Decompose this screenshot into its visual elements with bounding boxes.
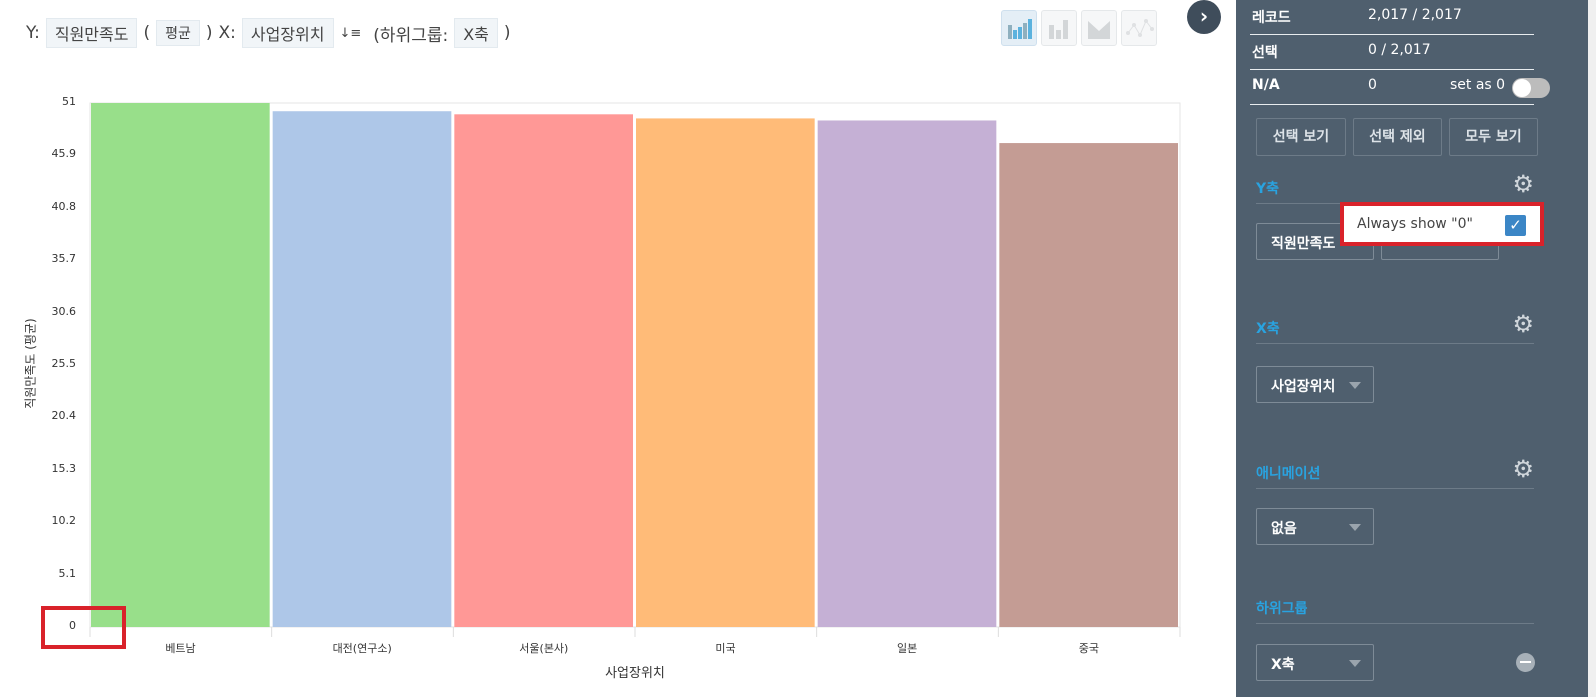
- scatter-line-icon: [1126, 19, 1154, 37]
- na-value: 0: [1368, 77, 1377, 93]
- y-field-chip[interactable]: 직원만족도: [45, 18, 138, 48]
- y-axis-section: Y축 ⚙: [1256, 172, 1534, 204]
- chart-header: Y: 직원만족도 ( 평균 ) X: 사업장위치 ↓≡ (하위그룹: X축 ): [26, 18, 511, 48]
- gear-icon[interactable]: ⚙: [1512, 170, 1534, 198]
- always-show-zero-checkbox[interactable]: ✓: [1505, 215, 1526, 236]
- subgroup-value: X축: [1271, 657, 1295, 673]
- bar[interactable]: [454, 114, 633, 628]
- subgroup-prefix: (하위그룹:: [373, 25, 449, 46]
- bar[interactable]: [91, 103, 270, 627]
- bar[interactable]: [817, 120, 997, 627]
- scatter-line-chart-button[interactable]: [1121, 10, 1157, 46]
- subgroup-dropdown[interactable]: X축: [1256, 644, 1374, 681]
- gear-icon[interactable]: ⚙: [1512, 310, 1534, 338]
- caret-down-icon: [1349, 524, 1361, 531]
- y-axis-section-title: Y축: [1256, 181, 1280, 197]
- x-field-dropdown[interactable]: 사업장위치: [1256, 366, 1374, 403]
- bar-chart-icon: [1049, 20, 1068, 39]
- sidebar: 레코드 2,017 / 2,017 선택 0 / 2,017 N/A 0 set as …: [1236, 0, 1588, 697]
- paren: ): [205, 23, 213, 43]
- y-tick-label: 20.4: [51, 409, 77, 423]
- y-prefix: Y:: [26, 23, 40, 43]
- records-row: 레코드 2,017 / 2,017: [1250, 0, 1534, 35]
- y-tick-label: 51: [62, 95, 76, 108]
- records-label: 레코드: [1252, 10, 1291, 26]
- selection-label: 선택: [1252, 45, 1278, 61]
- bar-chart: [89, 102, 1181, 637]
- x-tick-label: 베트남: [165, 642, 196, 655]
- records-value: 2,017 / 2,017: [1368, 7, 1462, 23]
- y-tick-label: 35.7: [51, 252, 77, 266]
- caret-down-icon: [1349, 382, 1361, 389]
- x-tick-label: 서울(본사): [519, 642, 569, 655]
- x-axis-section: X축 ⚙: [1256, 312, 1534, 344]
- y-field-value: 직원만족도: [1271, 236, 1336, 252]
- bar[interactable]: [636, 118, 815, 627]
- y-tick-label: 0: [69, 619, 76, 632]
- animation-section-title: 애니메이션: [1256, 466, 1321, 482]
- y-tick-label: 15.3: [51, 461, 77, 475]
- x-axis-title: 사업장위치: [605, 666, 665, 681]
- show-selection-button[interactable]: 선택 보기: [1256, 118, 1346, 156]
- scrollbar[interactable]: [1588, 0, 1596, 697]
- x-field-chip[interactable]: 사업장위치: [241, 18, 334, 48]
- x-prefix: X:: [218, 23, 236, 43]
- y-axis-title: 직원만족도 (평균): [23, 318, 38, 409]
- aggregation-chip[interactable]: 평균: [156, 20, 200, 46]
- bar[interactable]: [272, 111, 452, 627]
- paren: (: [143, 23, 151, 43]
- animation-value: 없음: [1271, 521, 1297, 537]
- selection-value: 0 / 2,017: [1368, 42, 1431, 58]
- area-chart-icon: [1088, 21, 1110, 39]
- gear-icon[interactable]: ⚙: [1512, 455, 1534, 483]
- y-tick-label: 45.9: [51, 147, 77, 161]
- y-tick-label: 30.6: [51, 304, 77, 318]
- na-label: N/A: [1252, 77, 1280, 93]
- x-field-value: 사업장위치: [1271, 379, 1336, 395]
- bar[interactable]: [999, 143, 1178, 627]
- y-tick-label: 25.5: [51, 357, 77, 370]
- sort-desc-icon[interactable]: ↓≡: [339, 25, 362, 41]
- selection-row: 선택 0 / 2,017: [1250, 35, 1534, 70]
- na-row: N/A 0 set as 0: [1250, 70, 1550, 105]
- subgroup-section-title: 하위그룹: [1256, 601, 1308, 617]
- exclude-selection-button[interactable]: 선택 제외: [1353, 118, 1442, 156]
- bar-chart-color-button[interactable]: [1001, 10, 1037, 46]
- bar-chart-icon: [1008, 19, 1032, 39]
- set-as-zero-toggle[interactable]: [1512, 78, 1550, 98]
- subgroup-chip[interactable]: X축: [454, 18, 498, 48]
- set-as-zero-label: set as 0: [1450, 77, 1506, 93]
- y-tick-label: 40.8: [51, 199, 77, 213]
- animation-dropdown[interactable]: 없음: [1256, 508, 1374, 545]
- highlight-box: [41, 606, 126, 649]
- y-tick-label: 10.2: [51, 514, 77, 528]
- chevron-right-icon[interactable]: ›: [1187, 0, 1221, 34]
- area-chart-button[interactable]: [1081, 10, 1117, 46]
- x-tick-label: 중국: [1078, 642, 1099, 655]
- x-axis-section-title: X축: [1256, 321, 1280, 337]
- show-all-button[interactable]: 모두 보기: [1449, 118, 1538, 156]
- x-tick-label: 대전(연구소): [332, 642, 392, 655]
- remove-subgroup-icon[interactable]: [1516, 653, 1535, 672]
- always-show-zero-label: Always show "0": [1357, 216, 1473, 232]
- caret-down-icon: [1349, 660, 1361, 667]
- paren: ): [503, 23, 511, 43]
- animation-section: 애니메이션 ⚙: [1256, 457, 1534, 489]
- y-axis-settings-popup: Always show "0" ✓: [1340, 202, 1544, 246]
- x-tick-label: 일본: [897, 642, 918, 655]
- subgroup-section: 하위그룹: [1256, 598, 1534, 624]
- y-tick-label: 5.1: [58, 566, 77, 580]
- bar-chart-gray-button[interactable]: [1041, 10, 1077, 46]
- x-tick-label: 미국: [715, 642, 736, 655]
